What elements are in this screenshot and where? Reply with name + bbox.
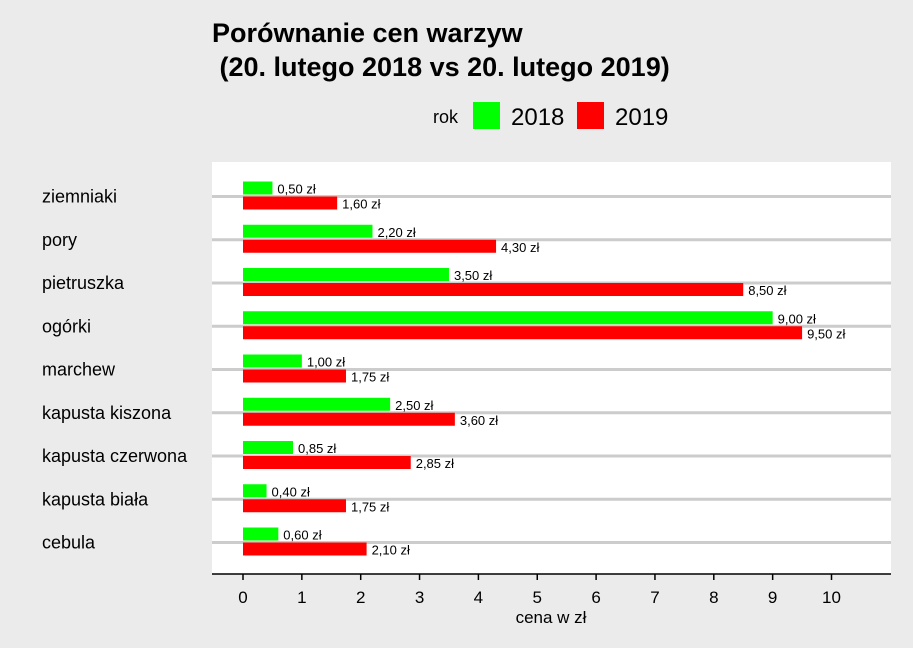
x-tick-label: 4 — [474, 588, 483, 607]
category-label: ogórki — [42, 316, 91, 336]
bar-2019 — [243, 456, 411, 469]
x-tick-label: 8 — [709, 588, 718, 607]
bar-2019 — [243, 283, 744, 296]
x-axis: 0 1 2 3 4 5 6 7 8 9 10 — [212, 573, 891, 607]
data-label-2019: 1,75 zł — [351, 370, 389, 385]
data-label-2018: 2,50 zł — [395, 398, 433, 413]
legend-label-2019: 2019 — [615, 104, 668, 131]
x-tick-label: 6 — [591, 588, 600, 607]
x-tick-label: 0 — [238, 588, 247, 607]
bar-2019 — [243, 196, 338, 210]
x-tick-label: 10 — [822, 588, 841, 607]
bar-2019 — [243, 326, 803, 340]
bars: 0,50 zł 1,60 zł 2,20 zł 4,30 zł 3,50 zł 8,50 … — [243, 181, 845, 558]
bar-2018 — [243, 397, 391, 411]
data-label-2018: 0,85 zł — [298, 441, 336, 456]
x-tick-label: 9 — [768, 588, 777, 607]
x-tick-label: 3 — [415, 588, 424, 607]
chart-title-line2: (20. lutego 2018 vs 20. lutego 2019) — [212, 52, 670, 82]
bar-2019 — [243, 542, 367, 556]
data-label-2019: 2,10 zł — [372, 543, 410, 558]
data-label-2019: 8,50 zł — [748, 283, 786, 298]
data-label-2019: 4,30 zł — [501, 240, 539, 255]
data-label-2018: 0,50 zł — [277, 182, 315, 197]
data-label-2018: 9,00 zł — [778, 311, 816, 326]
bar-2018 — [243, 354, 302, 368]
category-label: cebula — [42, 533, 96, 553]
legend-swatch-2019 — [577, 102, 604, 129]
legend-title: rok — [433, 107, 459, 127]
x-tick-label: 7 — [650, 588, 659, 607]
bar-2019 — [243, 369, 346, 383]
data-label-2018: 0,60 zł — [283, 528, 321, 543]
bar-2018 — [243, 527, 279, 541]
bar-2018 — [243, 484, 267, 498]
x-tick-label: 1 — [297, 588, 306, 607]
category-label: ziemniaki — [42, 187, 117, 207]
data-label-2018: 0,40 zł — [272, 484, 310, 499]
x-axis-title: cena w zł — [516, 608, 587, 627]
legend-swatch-2018 — [473, 102, 500, 129]
chart-title-line1: Porównanie cen warzyw — [212, 18, 524, 48]
bar-2018 — [243, 441, 294, 454]
category-label: kapusta biała — [42, 489, 149, 509]
category-label: marchew — [42, 360, 116, 380]
bar-2018 — [243, 181, 273, 195]
legend: rok 2018 2019 — [433, 102, 668, 131]
bar-2018 — [243, 224, 373, 238]
category-labels: ziemniaki pory pietruszka ogórki marchew kapu… — [42, 187, 188, 553]
x-tick-label: 2 — [356, 588, 365, 607]
data-label-2018: 3,50 zł — [454, 268, 492, 283]
x-tick-label: 5 — [533, 588, 542, 607]
legend-label-2018: 2018 — [511, 104, 564, 131]
category-label: pory — [42, 230, 77, 250]
data-label-2018: 2,20 zł — [377, 225, 415, 240]
category-label: kapusta czerwona — [42, 446, 188, 466]
bar-2019 — [243, 239, 497, 253]
bar-2019 — [243, 499, 346, 513]
bar-2018 — [243, 268, 449, 281]
data-label-2019: 9,50 zł — [807, 326, 845, 341]
category-label: pietruszka — [42, 273, 125, 293]
data-label-2019: 2,85 zł — [416, 456, 454, 471]
bar-2019 — [243, 412, 455, 426]
data-label-2019: 3,60 zł — [460, 413, 498, 428]
data-label-2019: 1,75 zł — [351, 499, 389, 514]
data-label-2019: 1,60 zł — [342, 197, 380, 212]
data-label-2018: 1,00 zł — [307, 355, 345, 370]
bar-2018 — [243, 311, 773, 325]
category-label: kapusta kiszona — [42, 403, 172, 423]
